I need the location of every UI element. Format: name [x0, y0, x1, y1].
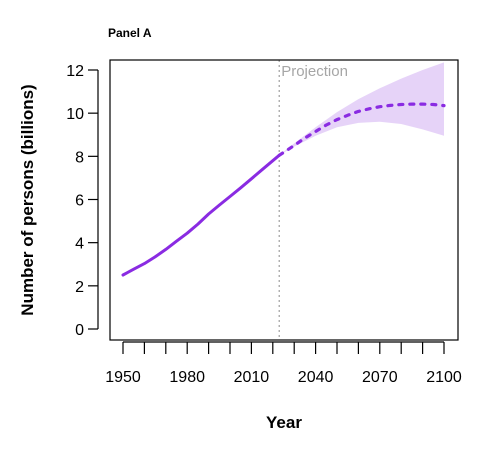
x-tick-label: 1980 — [169, 369, 205, 386]
y-tick-label: 6 — [75, 193, 84, 210]
plot-frame — [109, 59, 459, 341]
y-axis-title: Number of persons (billions) — [18, 84, 37, 315]
y-tick-label: 0 — [75, 322, 84, 339]
x-axis-title: Year — [266, 413, 302, 432]
series-line-projection — [277, 102, 446, 157]
x-tick-label: 2040 — [298, 369, 334, 386]
x-tick-label: 2100 — [426, 369, 462, 386]
x-tick-label: 2010 — [234, 369, 270, 386]
y-tick-label: 8 — [75, 149, 84, 166]
y-tick-label: 12 — [66, 63, 84, 80]
x-tick-label: 2070 — [362, 369, 398, 386]
projection-interval-band — [279, 62, 444, 156]
y-tick-label: 10 — [66, 106, 84, 123]
x-tick-label: 1950 — [105, 369, 141, 386]
series-line-estimate — [121, 153, 281, 277]
panel-label: Panel A — [108, 26, 152, 40]
y-tick-label: 4 — [75, 236, 84, 253]
projection-label: Projection — [281, 63, 348, 80]
y-tick-label: 2 — [75, 279, 84, 296]
